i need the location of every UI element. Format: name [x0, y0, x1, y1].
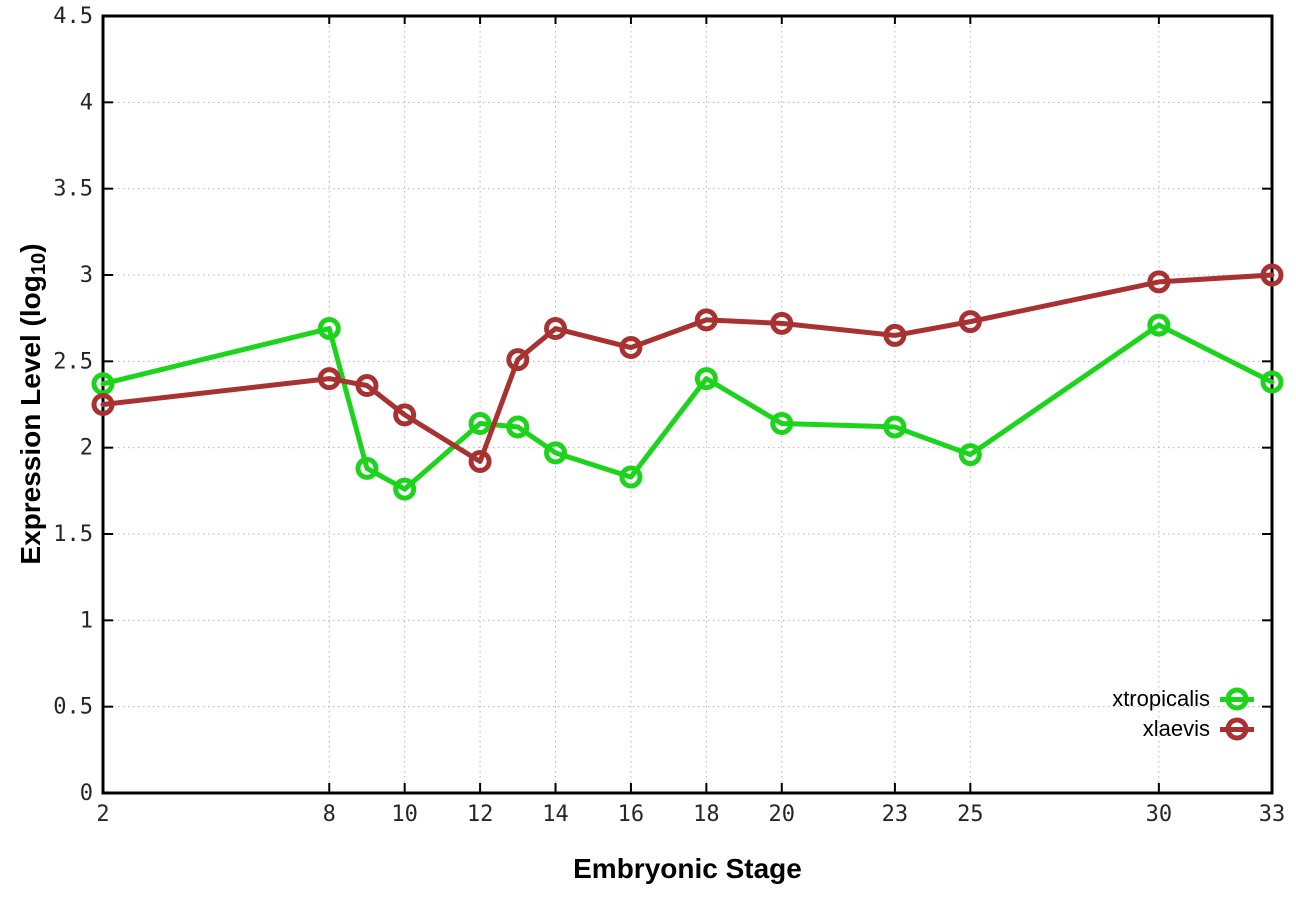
svg-text:18: 18: [693, 802, 720, 827]
svg-text:20: 20: [769, 802, 796, 827]
y-axis-title: Expression Level (log10): [15, 243, 51, 565]
svg-text:1: 1: [80, 608, 93, 633]
svg-text:25: 25: [957, 802, 984, 827]
legend-marker-icon: [1220, 717, 1254, 741]
legend: xtropicalis xlaevis: [1112, 686, 1254, 742]
svg-text:2: 2: [96, 802, 109, 827]
y-axis-title-subscript: 10: [28, 252, 51, 276]
svg-text:12: 12: [467, 802, 494, 827]
svg-text:4: 4: [80, 90, 93, 115]
svg-text:4.5: 4.5: [53, 4, 93, 29]
svg-text:3: 3: [80, 263, 93, 288]
svg-text:33: 33: [1259, 802, 1286, 827]
svg-text:2: 2: [80, 436, 93, 461]
svg-text:3.5: 3.5: [53, 177, 93, 202]
legend-circle-marker-icon: [1225, 717, 1249, 741]
svg-text:30: 30: [1146, 802, 1173, 827]
legend-circle-marker-icon: [1225, 687, 1249, 711]
x-axis-title: Embryonic Stage: [573, 853, 802, 884]
svg-text:2.5: 2.5: [53, 349, 93, 374]
svg-text:14: 14: [542, 802, 569, 827]
y-axis-title-close: ): [15, 243, 46, 253]
svg-text:23: 23: [882, 802, 909, 827]
svg-text:16: 16: [618, 802, 645, 827]
legend-entry-xlaevis: xlaevis: [1143, 716, 1254, 742]
svg-text:10: 10: [391, 802, 418, 827]
legend-entry-xtropicalis: xtropicalis: [1112, 686, 1254, 712]
svg-text:0: 0: [80, 781, 93, 806]
svg-text:8: 8: [323, 802, 336, 827]
y-axis-title-text: Expression Level (log: [15, 275, 46, 565]
svg-text:1.5: 1.5: [53, 522, 93, 547]
svg-text:0.5: 0.5: [53, 695, 93, 720]
legend-label: xtropicalis: [1112, 686, 1210, 711]
legend-label: xlaevis: [1142, 716, 1210, 741]
legend-marker-icon: [1220, 687, 1254, 711]
